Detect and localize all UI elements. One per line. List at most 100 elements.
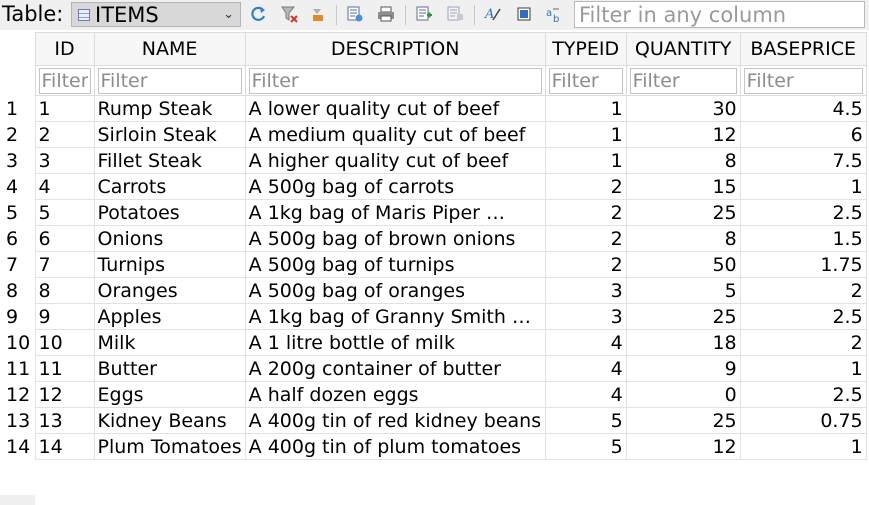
column-header-description[interactable]: DESCRIPTION bbox=[244, 32, 546, 66]
cell-description[interactable]: A lower quality cut of beef bbox=[244, 95, 546, 122]
cell-name[interactable]: Milk bbox=[93, 329, 246, 356]
cell-quantity[interactable]: 50 bbox=[625, 251, 741, 278]
cell-name[interactable]: Butter bbox=[93, 355, 246, 382]
cell-description[interactable]: A 500g bag of turnips bbox=[244, 251, 546, 278]
cell-typeid[interactable]: 3 bbox=[544, 303, 627, 330]
cell-typeid[interactable]: 5 bbox=[544, 407, 627, 434]
table-row[interactable]: 1 1 Rump Steak A lower quality cut of beef 1… bbox=[0, 95, 867, 122]
table-row[interactable]: 14 14 Plum Tomatoes A 400g tin of plum toma… bbox=[0, 433, 867, 460]
cell-id[interactable]: 9 bbox=[34, 303, 95, 330]
table-row[interactable]: 10 10 Milk A 1 litre bottle of milk 4 18 2 bbox=[0, 329, 867, 356]
cell-id[interactable]: 6 bbox=[34, 225, 95, 252]
cell-id[interactable]: 13 bbox=[34, 407, 95, 434]
cell-id[interactable]: 11 bbox=[34, 355, 95, 382]
font-format-icon[interactable]: A bbox=[484, 5, 502, 23]
cell-name[interactable]: Turnips bbox=[93, 251, 246, 278]
save-filter-icon[interactable] bbox=[309, 5, 327, 23]
refresh-icon[interactable] bbox=[249, 5, 267, 23]
cell-baseprice[interactable]: 4.5 bbox=[739, 95, 867, 122]
cell-typeid[interactable]: 2 bbox=[544, 225, 627, 252]
row-number[interactable]: 14 bbox=[6, 435, 31, 458]
cell-name[interactable]: Fillet Steak bbox=[93, 147, 246, 174]
cell-baseprice[interactable]: 6 bbox=[739, 121, 867, 148]
cell-id[interactable]: 1 bbox=[34, 95, 95, 122]
clear-filters-icon[interactable] bbox=[280, 5, 298, 23]
cell-name[interactable]: Eggs bbox=[93, 381, 246, 408]
cell-name[interactable]: Potatoes bbox=[93, 199, 246, 226]
cell-id[interactable]: 14 bbox=[34, 433, 95, 460]
cell-typeid[interactable]: 2 bbox=[544, 173, 627, 200]
filter-input-id[interactable] bbox=[38, 67, 91, 94]
delete-record-icon[interactable] bbox=[446, 5, 464, 23]
cell-id[interactable]: 8 bbox=[34, 277, 95, 304]
cell-name[interactable]: Carrots bbox=[93, 173, 246, 200]
row-number[interactable]: 6 bbox=[6, 227, 19, 250]
table-row[interactable]: 2 2 Sirloin Steak A medium quality cut of b… bbox=[0, 121, 867, 148]
find-replace-icon[interactable]: a b bbox=[546, 5, 564, 23]
cell-baseprice[interactable]: 0.75 bbox=[739, 407, 867, 434]
export-icon[interactable] bbox=[346, 5, 364, 23]
column-header-typeid[interactable]: TYPEID bbox=[544, 32, 627, 66]
table-row[interactable]: 4 4 Carrots A 500g bag of carrots 2 15 1 bbox=[0, 173, 867, 200]
cell-typeid[interactable]: 1 bbox=[544, 121, 627, 148]
table-row[interactable]: 7 7 Turnips A 500g bag of turnips 2 50 1.75 bbox=[0, 251, 867, 278]
cell-typeid[interactable]: 3 bbox=[544, 277, 627, 304]
cell-name[interactable]: Onions bbox=[93, 225, 246, 252]
cell-quantity[interactable]: 25 bbox=[625, 407, 741, 434]
cell-baseprice[interactable]: 1.5 bbox=[739, 225, 867, 252]
table-row[interactable]: 3 3 Fillet Steak A higher quality cut of be… bbox=[0, 147, 867, 174]
filter-input-typeid[interactable] bbox=[548, 67, 623, 94]
column-header-baseprice[interactable]: BASEPRICE bbox=[739, 32, 867, 66]
cell-quantity[interactable]: 18 bbox=[625, 329, 741, 356]
cell-id[interactable]: 4 bbox=[34, 173, 95, 200]
table-row[interactable]: 13 13 Kidney Beans A 400g tin of red kidney… bbox=[0, 407, 867, 434]
cell-name[interactable]: Kidney Beans bbox=[93, 407, 246, 434]
cell-quantity[interactable]: 8 bbox=[625, 147, 741, 174]
cell-description[interactable]: A 200g container of butter bbox=[244, 355, 546, 382]
cell-description[interactable]: A 500g bag of brown onions bbox=[244, 225, 546, 252]
new-record-icon[interactable] bbox=[415, 5, 433, 23]
row-number[interactable]: 4 bbox=[6, 175, 19, 198]
row-number[interactable]: 7 bbox=[6, 253, 19, 276]
cell-baseprice[interactable]: 7.5 bbox=[739, 147, 867, 174]
cell-quantity[interactable]: 0 bbox=[625, 381, 741, 408]
cell-quantity[interactable]: 25 bbox=[625, 199, 741, 226]
column-header-quantity[interactable]: QUANTITY bbox=[625, 32, 741, 66]
cell-typeid[interactable]: 1 bbox=[544, 147, 627, 174]
row-number[interactable]: 10 bbox=[6, 331, 31, 354]
cell-typeid[interactable]: 1 bbox=[544, 95, 627, 122]
column-header-id[interactable]: ID bbox=[34, 32, 95, 66]
cell-typeid[interactable]: 4 bbox=[544, 381, 627, 408]
cell-id[interactable]: 10 bbox=[34, 329, 95, 356]
cell-baseprice[interactable]: 2.5 bbox=[739, 303, 867, 330]
cell-baseprice[interactable]: 2 bbox=[739, 277, 867, 304]
cell-typeid[interactable]: 5 bbox=[544, 433, 627, 460]
cell-id[interactable]: 7 bbox=[34, 251, 95, 278]
column-header-name[interactable]: NAME bbox=[93, 32, 246, 66]
cell-quantity[interactable]: 8 bbox=[625, 225, 741, 252]
row-number[interactable]: 3 bbox=[6, 149, 19, 172]
cell-description[interactable]: A 400g tin of red kidney beans bbox=[244, 407, 546, 434]
cell-description[interactable]: A half dozen eggs bbox=[244, 381, 546, 408]
cell-name[interactable]: Apples bbox=[93, 303, 246, 330]
cell-quantity[interactable]: 15 bbox=[625, 173, 741, 200]
table-row[interactable]: 8 8 Oranges A 500g bag of oranges 3 5 2 bbox=[0, 277, 867, 304]
cell-id[interactable]: 5 bbox=[34, 199, 95, 226]
cell-typeid[interactable]: 2 bbox=[544, 199, 627, 226]
row-number[interactable]: 9 bbox=[6, 305, 19, 328]
cell-description[interactable]: A higher quality cut of beef bbox=[244, 147, 546, 174]
cell-baseprice[interactable]: 1 bbox=[739, 433, 867, 460]
print-icon[interactable] bbox=[377, 5, 395, 23]
table-select[interactable]: ITEMS ⌄ bbox=[71, 2, 241, 27]
cell-baseprice[interactable]: 2.5 bbox=[739, 381, 867, 408]
row-number[interactable]: 13 bbox=[6, 409, 31, 432]
cell-quantity[interactable]: 25 bbox=[625, 303, 741, 330]
cell-description[interactable]: A 1 litre bottle of milk bbox=[244, 329, 546, 356]
table-row[interactable]: 5 5 Potatoes A 1kg bag of Maris Piper … 2 25 2… bbox=[0, 199, 867, 226]
cell-description[interactable]: A 500g bag of oranges bbox=[244, 277, 546, 304]
cell-typeid[interactable]: 2 bbox=[544, 251, 627, 278]
cell-quantity[interactable]: 12 bbox=[625, 433, 741, 460]
table-row[interactable]: 6 6 Onions A 500g bag of brown onions 2 8 1.5 bbox=[0, 225, 867, 252]
row-number[interactable]: 12 bbox=[6, 383, 31, 406]
table-row[interactable]: 11 11 Butter A 200g container of butter 4 9 1 bbox=[0, 355, 867, 382]
